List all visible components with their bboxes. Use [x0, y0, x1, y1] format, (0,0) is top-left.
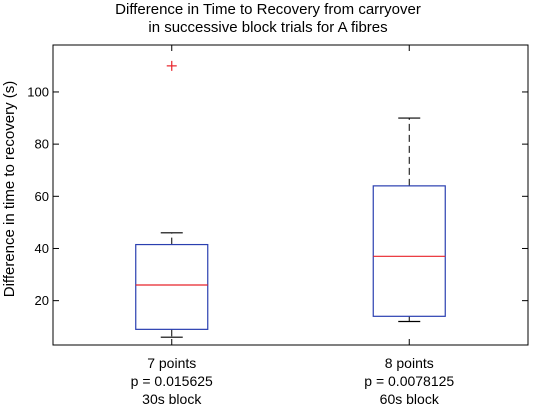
x-category-label-line: 7 points	[147, 355, 196, 371]
y-tick-label: 40	[35, 241, 49, 256]
chart-title-line-1: Difference in Time to Recovery from carr…	[115, 1, 421, 18]
plot-axes	[52, 44, 529, 346]
x-category-label-line: p = 0.0078125	[364, 373, 454, 389]
y-tick-label: 20	[35, 293, 49, 308]
x-axis-category-labels: 7 points p = 0.015625 30s block 8 points p =…	[131, 45, 454, 407]
x-category-label-line: p = 0.015625	[131, 373, 213, 389]
y-tick-label: 60	[35, 189, 49, 204]
x-category-label-line: 60s block	[380, 391, 440, 407]
outlier-marker	[166, 60, 177, 71]
y-axis-ticks: 20 40 60 80 100	[27, 84, 528, 308]
x-category-label-line: 8 points	[385, 355, 434, 371]
interquartile-box	[135, 243, 209, 330]
box-1	[135, 60, 209, 338]
y-tick-label: 100	[27, 84, 49, 99]
box-series	[135, 60, 446, 338]
y-tick-label: 80	[35, 137, 49, 152]
box-2	[372, 117, 446, 323]
chart-title: Difference in Time to Recovery from carr…	[115, 1, 421, 36]
y-axis-label: Difference in time to recovery (s)	[1, 81, 18, 297]
x-category-label-line: 30s block	[142, 391, 202, 407]
plot-frame	[52, 44, 529, 346]
interquartile-box	[372, 185, 446, 317]
chart-title-line-2: in successive block trials for A fibres	[148, 19, 387, 36]
